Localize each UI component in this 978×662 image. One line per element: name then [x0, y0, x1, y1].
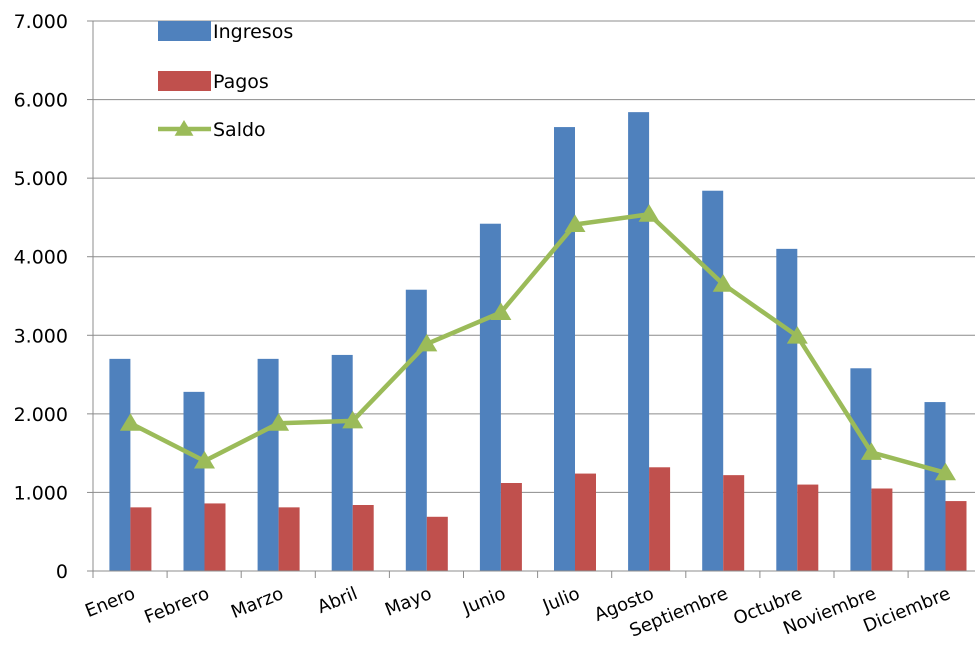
bar-pagos-noviembre [871, 488, 893, 571]
saldo-point-marzo [268, 413, 290, 431]
bar-pagos-septiembre [723, 475, 745, 571]
bar-pagos-julio [575, 473, 596, 571]
legend-label-ingresos: Ingresos [213, 21, 293, 43]
bar-ingresos-octubre [776, 248, 798, 571]
saldo-point-julio [564, 214, 586, 232]
bar-pagos-abril [352, 505, 374, 571]
y-tick-label: 5.000 [14, 168, 68, 190]
gridlines [93, 20, 975, 493]
bar-pagos-diciembre [945, 501, 967, 571]
y-tick-label: 1.000 [14, 482, 68, 504]
bar-ingresos-enero [109, 358, 131, 571]
saldo-line [119, 204, 956, 481]
bar-ingresos-mayo [405, 289, 427, 571]
saldo-point-diciembre [935, 462, 956, 481]
y-axis-ticks: 0 1.000 2.000 3.000 4.000 5.000 6.000 7.000 [14, 11, 93, 583]
bar-pagos-marzo [278, 507, 300, 571]
bar-ingresos-julio [554, 127, 575, 572]
bar-ingresos-septiembre [702, 190, 724, 571]
saldo-point-septiembre [712, 274, 734, 292]
saldo-point-noviembre [860, 442, 882, 460]
x-axis-ticks: Enero Febrero Marzo Abril Mayo Junio Julio Agos… [82, 571, 953, 642]
bar-pagos-enero [130, 507, 152, 571]
legend-label-saldo: Saldo [213, 119, 266, 141]
saldo-polyline [129, 212, 947, 475]
legend-swatch-ingresos [158, 21, 211, 41]
x-tick-label: Mayo [382, 583, 435, 621]
bar-ingresos-junio [479, 223, 501, 571]
x-tick-label: Abril [315, 583, 361, 618]
bars [109, 112, 967, 572]
bar-ingresos-febrero [183, 391, 205, 571]
bar-pagos-agosto [649, 467, 671, 571]
y-tick-label: 0 [56, 561, 68, 583]
saldo-point-febrero [194, 451, 215, 469]
legend: Ingresos Pagos Saldo [158, 21, 293, 141]
bar-pagos-junio [500, 483, 522, 571]
x-tick-label: Febrero [141, 583, 212, 628]
x-tick-label: Enero [82, 583, 138, 622]
legend-label-pagos: Pagos [213, 71, 269, 93]
bar-pagos-febrero [204, 503, 226, 571]
saldo-point-junio [490, 302, 512, 320]
legend-marker-saldo [174, 120, 194, 136]
saldo-point-mayo [416, 333, 438, 352]
bar-ingresos-agosto [628, 112, 650, 572]
axes [92, 21, 975, 572]
saldo-point-enero [119, 413, 141, 431]
bar-pagos-mayo [426, 516, 448, 571]
saldo-point-agosto [638, 204, 660, 222]
x-tick-label: Julio [539, 583, 583, 617]
saldo-point-octubre [786, 326, 808, 344]
y-tick-label: 4.000 [14, 247, 68, 269]
x-tick-label: Junio [459, 583, 509, 619]
legend-swatch-pagos [158, 71, 211, 91]
bar-ingresos-noviembre [850, 368, 872, 571]
bar-ingresos-diciembre [924, 402, 946, 571]
y-tick-label: 2.000 [14, 404, 68, 426]
bar-pagos-octubre [797, 484, 819, 571]
x-tick-label: Marzo [228, 583, 286, 623]
y-tick-label: 3.000 [14, 325, 68, 347]
saldo-point-abril [342, 410, 364, 429]
bar-ingresos-marzo [257, 358, 279, 571]
bar-ingresos-abril [331, 354, 353, 571]
y-tick-label: 7.000 [14, 11, 68, 33]
y-tick-label: 6.000 [14, 90, 68, 112]
